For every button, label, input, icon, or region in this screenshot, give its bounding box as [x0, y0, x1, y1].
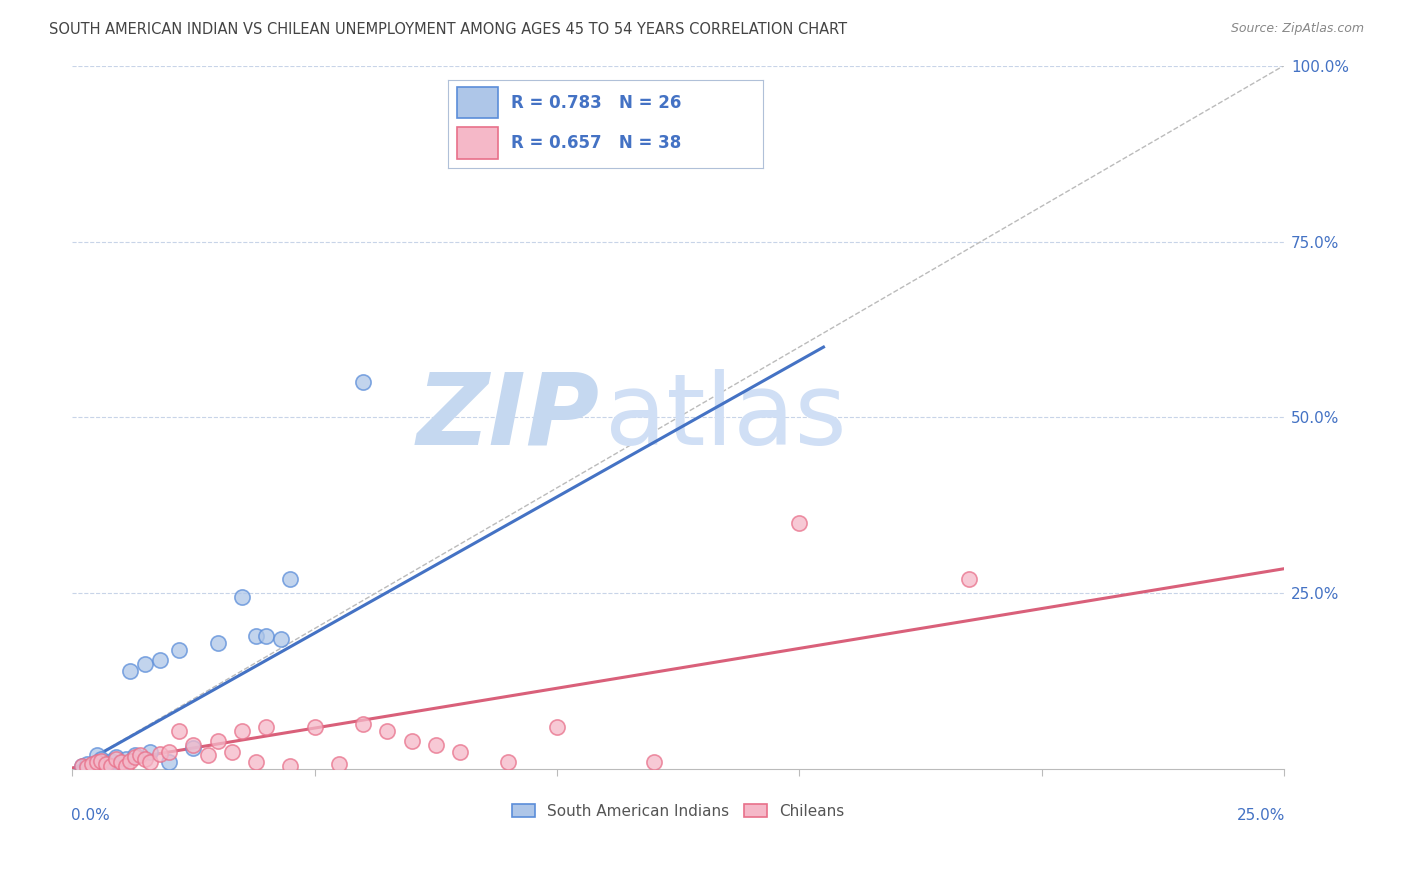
Point: [86, 756, 108, 770]
Point: [80, 756, 103, 771]
Point: [96, 759, 118, 773]
Point: [449, 745, 471, 759]
Point: [157, 745, 180, 759]
Point: [245, 629, 267, 643]
Point: [90, 754, 112, 768]
Text: 25.0%: 25.0%: [1237, 808, 1285, 823]
Point: [114, 752, 136, 766]
Text: Source: ZipAtlas.com: Source: ZipAtlas.com: [1230, 22, 1364, 36]
Point: [304, 720, 326, 734]
Point: [231, 590, 253, 604]
Point: [221, 745, 243, 759]
Point: [129, 748, 152, 763]
Point: [90, 752, 112, 766]
Point: [104, 749, 127, 764]
Point: [375, 723, 398, 738]
Point: [207, 734, 229, 748]
Point: [643, 756, 665, 770]
Point: [401, 734, 423, 748]
Point: [280, 759, 302, 773]
Point: [100, 759, 122, 773]
Point: [957, 572, 980, 586]
Point: [167, 723, 190, 738]
Point: [207, 635, 229, 649]
Point: [183, 738, 205, 752]
Point: [76, 760, 98, 774]
Text: SOUTH AMERICAN INDIAN VS CHILEAN UNEMPLOYMENT AMONG AGES 45 TO 54 YEARS CORRELAT: SOUTH AMERICAN INDIAN VS CHILEAN UNEMPLO…: [49, 22, 848, 37]
Point: [254, 720, 277, 734]
Text: 0.0%: 0.0%: [72, 808, 110, 823]
Point: [120, 754, 142, 768]
Point: [148, 747, 170, 761]
Point: [120, 664, 142, 678]
Point: [70, 759, 93, 773]
Point: [86, 748, 108, 763]
Point: [70, 759, 93, 773]
Point: [80, 759, 103, 773]
Point: [231, 723, 253, 738]
Point: [134, 752, 156, 766]
Legend: South American Indians, Chileans: South American Indians, Chileans: [506, 797, 851, 825]
Point: [76, 756, 98, 771]
Point: [167, 642, 190, 657]
Point: [328, 756, 350, 771]
Point: [254, 629, 277, 643]
Point: [425, 738, 447, 752]
Point: [498, 756, 520, 770]
Point: [139, 745, 162, 759]
Point: [134, 657, 156, 671]
Point: [245, 756, 267, 770]
Text: ZIP: ZIP: [416, 369, 599, 466]
Text: atlas: atlas: [606, 369, 846, 466]
Point: [86, 756, 108, 770]
Point: [197, 748, 219, 763]
Point: [100, 754, 122, 768]
Point: [124, 748, 146, 763]
Point: [148, 653, 170, 667]
Point: [139, 756, 162, 770]
Point: [270, 632, 292, 647]
Point: [787, 516, 810, 530]
Point: [110, 756, 132, 771]
Point: [104, 752, 127, 766]
Point: [157, 756, 180, 770]
Point: [352, 716, 374, 731]
Point: [114, 759, 136, 773]
Point: [183, 741, 205, 756]
Point: [280, 572, 302, 586]
Point: [124, 749, 146, 764]
Point: [96, 756, 118, 771]
Point: [546, 720, 568, 734]
Point: [110, 756, 132, 770]
Point: [352, 376, 374, 390]
